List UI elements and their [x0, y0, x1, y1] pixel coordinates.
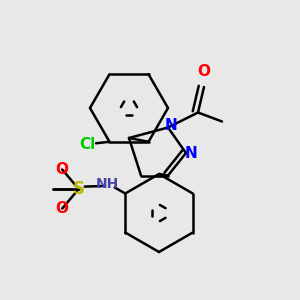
Text: NH: NH — [96, 178, 119, 191]
Text: O: O — [233, 121, 234, 122]
Text: N: N — [185, 146, 198, 160]
Text: O: O — [56, 201, 69, 216]
Text: O: O — [56, 162, 69, 177]
Text: N: N — [165, 118, 177, 133]
Text: O: O — [197, 64, 211, 80]
Text: S: S — [73, 180, 85, 198]
Text: Cl: Cl — [79, 137, 95, 152]
Text: S: S — [44, 188, 45, 189]
